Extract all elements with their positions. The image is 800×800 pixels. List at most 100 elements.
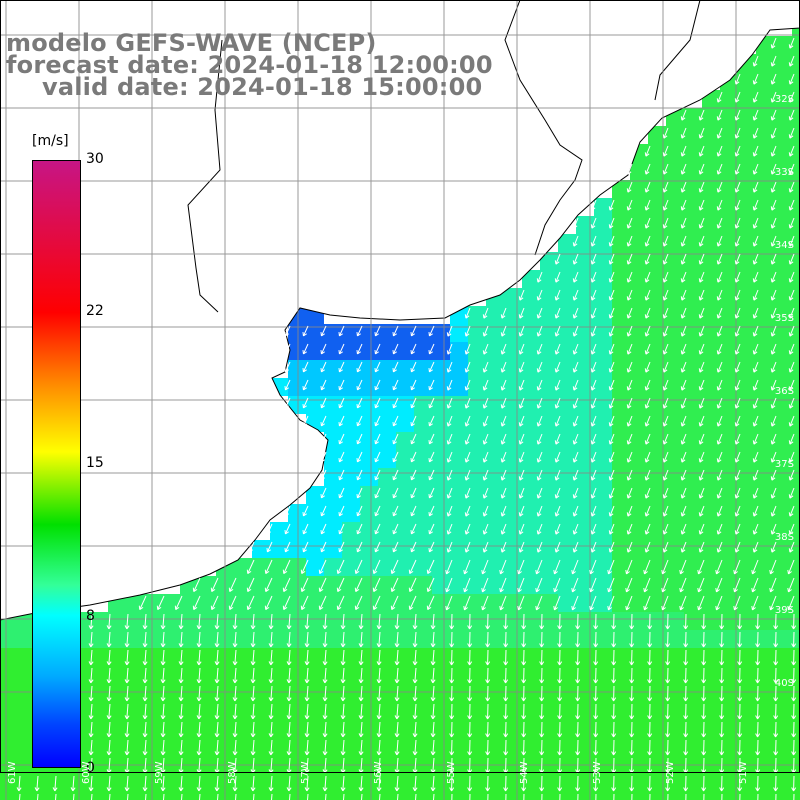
wind-arrow	[397, 793, 399, 800]
wind-arrow	[160, 631, 166, 648]
wind-arrow	[752, 271, 759, 283]
wind-arrow	[575, 685, 581, 702]
wind-arrow	[372, 577, 381, 593]
wind-arrow	[445, 559, 453, 575]
wind-arrow	[647, 739, 653, 756]
wind-arrow	[482, 415, 489, 427]
wind-arrow	[428, 379, 435, 391]
wind-arrow	[716, 325, 723, 337]
wind-arrow	[500, 523, 507, 535]
wind-arrow	[428, 541, 435, 553]
wind-arrow	[572, 217, 579, 229]
wind-arrow	[572, 469, 579, 481]
wind-arrow	[410, 433, 417, 445]
wind-arrow	[716, 541, 723, 553]
wind-arrow	[716, 163, 723, 175]
wind-arrow	[769, 595, 777, 611]
wind-arrow	[644, 505, 651, 517]
wind-arrow	[268, 685, 274, 702]
wind-arrow	[608, 397, 615, 409]
wind-arrow	[701, 721, 707, 738]
coastline	[654, 0, 701, 101]
wind-arrow	[482, 325, 489, 337]
wind-arrow	[106, 613, 112, 630]
wind-arrow	[788, 451, 795, 463]
wind-arrow	[662, 253, 669, 265]
wind-arrow	[338, 451, 345, 463]
lon-label: 52W	[665, 761, 676, 784]
wind-arrow	[376, 703, 382, 720]
wind-arrow	[358, 685, 364, 702]
wind-arrow	[535, 559, 543, 575]
wind-arrow	[503, 775, 509, 792]
wind-arrow	[214, 631, 220, 648]
wind-arrow	[698, 199, 705, 211]
wind-arrow	[467, 685, 473, 702]
wind-arrow	[593, 739, 599, 756]
wind-arrow	[320, 487, 327, 499]
wind-arrow	[430, 721, 436, 738]
wind-arrow	[647, 721, 653, 738]
wind-arrow	[593, 667, 599, 684]
wind-arrow	[449, 613, 455, 630]
wind-arrow	[517, 559, 525, 575]
wind-arrow	[787, 559, 795, 575]
colorbar-tick-8: 8	[86, 608, 95, 624]
wind-arrow	[318, 577, 327, 593]
wind-arrow	[755, 685, 761, 702]
wind-arrow	[503, 631, 509, 648]
wind-arrow	[791, 721, 797, 738]
wind-arrow	[698, 451, 705, 463]
wind-arrow	[376, 631, 382, 648]
wind-arrow	[644, 253, 651, 265]
wind-arrow	[196, 667, 202, 684]
wind-arrow	[734, 199, 741, 211]
wind-arrow	[392, 487, 399, 499]
wind-arrow	[500, 505, 507, 517]
wind-arrow	[463, 577, 471, 593]
wind-arrow	[376, 775, 382, 792]
wind-arrow	[643, 559, 651, 575]
wind-arrow	[680, 415, 687, 427]
wind-arrow	[482, 379, 489, 391]
wind-arrow	[733, 559, 741, 575]
wind-arrow	[665, 649, 671, 666]
wind-arrow	[248, 541, 255, 553]
wind-arrow	[446, 469, 453, 481]
wind-arrow	[374, 487, 381, 499]
wind-arrow	[629, 685, 635, 702]
wind-arrow	[500, 433, 507, 445]
wind-arrow	[320, 541, 327, 553]
wind-arrow	[410, 361, 417, 373]
wind-arrow	[716, 487, 723, 499]
wind-arrow	[192, 577, 201, 593]
wind-arrow	[322, 739, 328, 756]
wind-arrow	[575, 613, 581, 630]
wind-arrow	[250, 685, 256, 702]
wind-arrow	[485, 721, 491, 738]
wind-arrow	[697, 577, 705, 593]
wind-arrow	[734, 217, 741, 229]
wind-arrow	[338, 325, 345, 337]
lat-label: 37S	[774, 459, 794, 470]
wind-arrow	[482, 487, 489, 499]
wind-arrow	[142, 649, 148, 666]
wind-arrow	[521, 631, 527, 648]
wind-arrow	[246, 559, 255, 575]
wind-arrow	[590, 487, 597, 499]
wind-arrow	[734, 505, 741, 517]
wind-arrow	[250, 721, 256, 738]
wind-arrow	[300, 595, 309, 611]
wind-arrow	[788, 469, 795, 481]
wind-arrow	[788, 217, 795, 229]
wind-arrow	[572, 451, 579, 463]
wind-arrow	[698, 109, 705, 121]
wind-arrow	[374, 379, 381, 391]
wind-arrow	[356, 487, 363, 499]
wind-arrow	[178, 613, 184, 630]
wind-arrow	[518, 307, 525, 319]
wind-arrow	[649, 793, 651, 800]
wind-arrow	[575, 703, 581, 720]
wind-arrow	[268, 703, 274, 720]
wind-arrow	[553, 577, 561, 593]
